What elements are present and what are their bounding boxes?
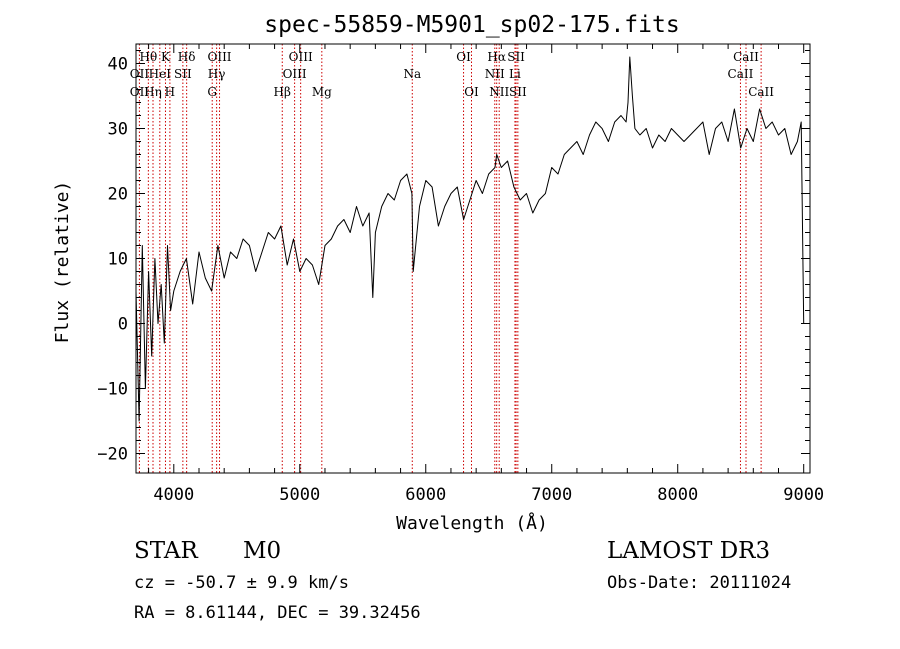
x-tick-label-4000: 4000 <box>153 485 194 505</box>
x-tick-label-9000: 9000 <box>783 485 824 505</box>
y-tick-label-0: 0 <box>118 315 128 335</box>
chart-title: spec-55859-M5901_sp02-175.fits <box>264 12 679 38</box>
x-axis-label: Wavelength (Å) <box>396 512 548 534</box>
line-label-26: CaII <box>728 67 754 81</box>
line-label-3: OII <box>130 85 150 99</box>
coordinates-readout: RA = 8.61144, DEC = 39.32456 <box>134 603 421 623</box>
line-label-18: OI <box>464 85 479 99</box>
object-subclass: M0 <box>243 538 282 564</box>
line-label-13: OIII <box>289 50 313 64</box>
line-label-19: Hα <box>487 50 506 64</box>
line-label-21: NII <box>489 85 509 99</box>
line-label-27: CaII <box>748 85 774 99</box>
spectral-line-markers <box>138 44 762 473</box>
line-label-23: Li <box>509 67 521 81</box>
velocity-readout: cz = -50.7 ± 9.9 km/s <box>134 573 349 593</box>
y-tick-label--10: −10 <box>97 380 128 400</box>
line-label-11: G <box>207 85 217 99</box>
object-class: STAR <box>134 538 198 564</box>
obs-date: Obs-Date: 20111024 <box>607 573 792 593</box>
spectrum-series <box>135 56 805 422</box>
y-tick-label-10: 10 <box>108 250 128 270</box>
line-label-10: Hγ <box>208 67 226 81</box>
line-label-15: Mg <box>312 85 332 99</box>
x-tick-label-7000: 7000 <box>531 485 572 505</box>
line-label-6: H <box>165 85 175 99</box>
survey-name: LAMOST DR3 <box>607 538 771 564</box>
y-tick-label-30: 30 <box>108 120 128 140</box>
line-label-14: OIII <box>283 67 307 81</box>
axis-ticks: 4000 5000 6000 7000 8000 9000 −20 −10 0 10 20 30 40 <box>97 44 824 505</box>
x-tick-label-5000: 5000 <box>279 485 320 505</box>
line-label-16: Na <box>403 67 421 81</box>
y-tick-label--20: −20 <box>97 445 128 465</box>
line-label-5: HeI <box>149 67 172 81</box>
line-label-1: OII <box>130 67 150 81</box>
line-label-2: Hη <box>144 85 162 99</box>
line-label-8: Hδ <box>178 50 196 64</box>
spectrum-chart: spec-55859-M5901_sp02-175.fits 4000 5000 6… <box>52 12 824 534</box>
x-tick-label-6000: 6000 <box>405 485 446 505</box>
line-label-9: OIII <box>207 50 231 64</box>
line-label-7: SII <box>174 67 192 81</box>
y-tick-label-40: 40 <box>108 55 128 75</box>
line-label-0: Hθ <box>139 50 157 64</box>
y-tick-label-20: 20 <box>108 185 128 205</box>
line-label-24: SII <box>509 85 527 99</box>
line-label-25: CaII <box>733 50 759 64</box>
y-axis-label: Flux (relative) <box>52 181 73 344</box>
series-line-spectrum <box>135 56 805 422</box>
line-label-22: SII <box>507 50 525 64</box>
line-label-4: K <box>161 50 171 64</box>
line-label-20: NII <box>485 67 505 81</box>
line-label-17: OI <box>456 50 471 64</box>
x-tick-label-8000: 8000 <box>657 485 698 505</box>
line-label-12: Hβ <box>274 85 291 99</box>
